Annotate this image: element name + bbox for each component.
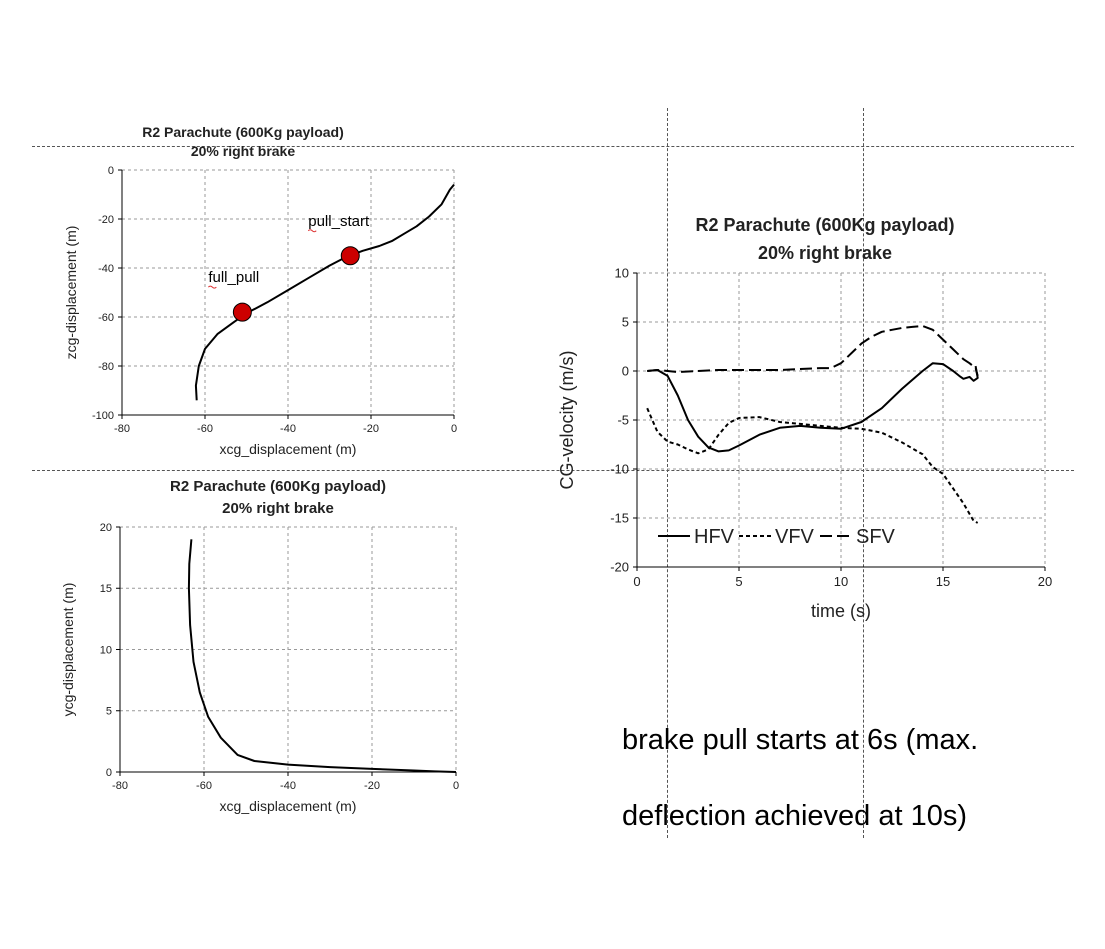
x-tick-label: -40 — [280, 423, 296, 435]
x-axis-label: xcg_displacement (m) — [220, 798, 357, 814]
chart-subtitle: 20% right brake — [191, 143, 295, 159]
x-tick-label: -80 — [112, 780, 128, 792]
y-tick-label: -40 — [98, 263, 114, 275]
x-tick-label: 5 — [735, 574, 742, 589]
marker-pull-start — [340, 246, 360, 266]
marker-full-pull — [232, 302, 252, 322]
x-axis-label: xcg_displacement (m) — [220, 441, 357, 457]
chart-title: R2 Parachute (600Kg payload) — [142, 124, 344, 140]
y-axis-label: zcg-displacement (m) — [63, 226, 79, 360]
legend-label-hfv: HFV — [694, 526, 735, 548]
spell-underline — [307, 229, 317, 233]
y-tick-label: 0 — [108, 165, 114, 177]
marker-label-pull-start: pull_start — [308, 213, 370, 230]
guide-line-middle — [32, 470, 1074, 471]
series-line-hfv — [647, 362, 979, 453]
y-tick-label: 0 — [106, 767, 112, 779]
x-tick-label: 15 — [936, 574, 950, 589]
y-tick-label: 5 — [106, 706, 112, 718]
chart-subtitle: 20% right brake — [222, 500, 334, 517]
spell-underline — [207, 285, 217, 289]
x-tick-label: 0 — [453, 780, 459, 792]
series-line-vfv — [646, 407, 979, 524]
x-tick-label: 0 — [633, 574, 640, 589]
y-tick-label: 10 — [615, 266, 629, 281]
y-tick-label: -100 — [92, 410, 114, 422]
y-tick-label: 5 — [622, 315, 629, 330]
y-axis-label: ycg-displacement (m) — [60, 583, 76, 717]
marker-label-full-pull: full_pull — [208, 269, 259, 286]
x-tick-label: 0 — [451, 423, 457, 435]
y-tick-label: -60 — [98, 312, 114, 324]
guide-line-left — [667, 108, 668, 838]
brake-note: brake pull starts at 6s (max. deflection… — [622, 683, 978, 873]
y-tick-label: -5 — [617, 413, 629, 428]
guide-line-top — [32, 146, 1074, 147]
legend-label-vfv: VFV — [775, 526, 815, 548]
guide-line-right — [863, 108, 864, 838]
y-axis-label: CG-velocity (m/s) — [557, 351, 577, 490]
y-tick-label: 20 — [100, 522, 112, 534]
chart-title: R2 Parachute (600Kg payload) — [170, 478, 386, 495]
x-tick-label: -80 — [114, 423, 130, 435]
x-tick-label: -20 — [363, 423, 379, 435]
chart-title: R2 Parachute (600Kg payload) — [695, 215, 954, 235]
y-tick-label: -20 — [98, 214, 114, 226]
y-tick-label: 15 — [100, 583, 112, 595]
brake-note-line2: deflection achieved at 10s) — [622, 800, 967, 832]
y-tick-label: 10 — [100, 644, 112, 656]
chart-subtitle: 20% right brake — [758, 243, 892, 263]
x-axis-label: time (s) — [811, 601, 871, 621]
y-tick-label: -15 — [610, 511, 629, 526]
legend-label-sfv: SFV — [856, 526, 896, 548]
y-tick-label: -20 — [610, 560, 629, 575]
x-tick-label: -20 — [364, 780, 380, 792]
x-tick-label: -60 — [197, 423, 213, 435]
series-line-trajectory — [187, 539, 457, 773]
y-tick-label: 0 — [622, 364, 629, 379]
x-tick-label: -60 — [196, 780, 212, 792]
brake-note-line1: brake pull starts at 6s (max. — [622, 724, 979, 756]
y-tick-label: -80 — [98, 361, 114, 373]
x-tick-label: -40 — [280, 780, 296, 792]
x-tick-label: 20 — [1038, 574, 1052, 589]
series-line-trajectory — [194, 184, 455, 401]
series-line-sfv — [647, 324, 979, 377]
y-tick-label: -10 — [610, 462, 629, 477]
x-tick-label: 10 — [834, 574, 848, 589]
